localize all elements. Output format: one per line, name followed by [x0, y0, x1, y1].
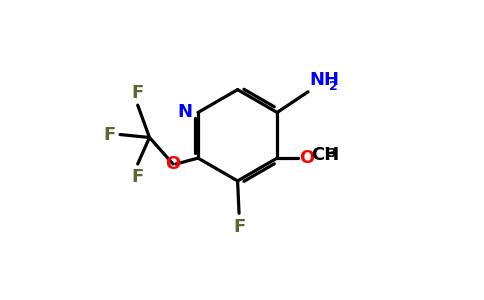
- Text: 3: 3: [327, 147, 336, 160]
- Text: NH: NH: [309, 71, 339, 89]
- Text: F: F: [104, 125, 116, 143]
- Text: F: F: [233, 218, 245, 236]
- Text: O: O: [166, 155, 181, 173]
- Text: F: F: [132, 168, 144, 186]
- Text: CH: CH: [311, 146, 339, 164]
- Text: N: N: [177, 103, 192, 122]
- Text: F: F: [132, 84, 144, 102]
- Text: 2: 2: [329, 80, 337, 93]
- Text: O: O: [299, 149, 315, 167]
